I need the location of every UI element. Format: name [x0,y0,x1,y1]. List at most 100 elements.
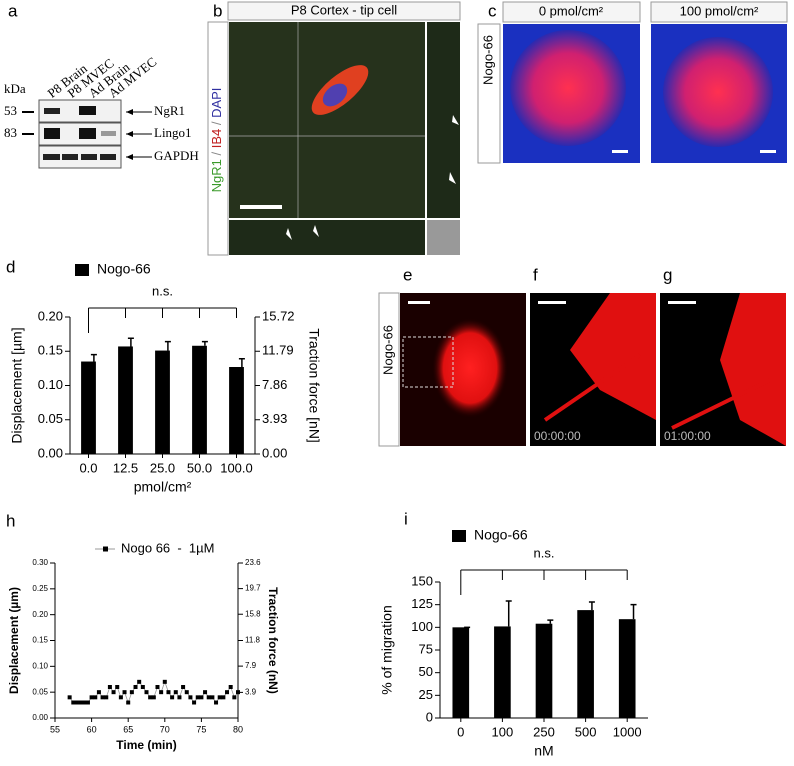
data-point [107,685,112,689]
data-point [140,685,145,689]
marker-label: 83 [4,125,17,140]
x-tick-label: 80 [233,724,243,734]
y-tick-label: 0.00 [38,445,63,460]
annotation: n.s. [152,283,173,298]
y-tick-label: 125 [411,596,433,611]
data-point [118,695,123,700]
data-point [144,690,149,695]
data-point [133,685,138,689]
y-tick-label: 0.10 [32,661,48,670]
stain-label: DAPI [209,88,224,118]
data-point [166,690,171,695]
bar [494,626,511,718]
panel-label: g [663,265,672,284]
error-bar [164,340,171,351]
x-axis-label: Time (min) [116,738,176,752]
data-point [159,690,164,695]
condition-label: 100 pmol/cm² [680,3,759,18]
x-tick-label: 250 [533,724,555,739]
x-tick-label: 1000 [613,724,642,739]
bar [155,350,170,454]
y-tick-label: 0.00 [32,713,48,722]
x-tick-label: 55 [50,724,60,734]
data-point [82,700,87,705]
data-point [100,695,105,700]
x-tick-label: 100 [492,724,514,739]
timestamp: 01:00:00 [664,429,711,443]
y-tick-label: 0.20 [38,308,63,323]
y2-tick-label: 3.9 [245,687,257,696]
data-point [214,700,219,705]
legend-label: Nogo-66 [97,261,151,277]
panel-label: i [404,509,408,528]
marker-label: 53 [4,103,17,118]
y2-tick-label: 7.86 [262,377,287,392]
bar [81,361,96,454]
y2-tick-label: 3.93 [262,411,287,426]
data-point [184,690,189,695]
panel-label: d [6,257,15,276]
timelapse-images: Nogo-66 00:00:00 01:00:00 [378,292,786,447]
y2-tick-label: 19.7 [245,584,261,593]
bar [618,619,636,718]
stain-label: NgR1 [209,159,224,192]
legend-swatch [75,264,89,276]
x-tick-label: 70 [160,724,170,734]
panel-label: a [8,1,18,20]
treatment-label: Nogo-66 [480,35,495,85]
x-tick-label: 65 [123,724,133,734]
x-tick-label: 0.0 [79,460,97,475]
treatment-label: Nogo-66 [380,325,395,375]
y-tick-label: 0.05 [32,687,48,696]
confocal-image: P8 Cortex - tip cell NgR1 / IB4 / DAPI [207,1,461,256]
error-bar [127,337,134,347]
y-tick-label: 25 [419,687,433,702]
data-point [173,690,178,695]
data-point [122,690,127,695]
y2-tick-label: 15.8 [245,609,261,618]
data-point [115,685,120,689]
x-tick-label: 50.0 [187,460,212,475]
data-point [195,695,200,700]
x-tick-label: 0 [457,724,464,739]
data-point [170,695,175,700]
separator: / [209,121,224,125]
error-bar [238,358,245,368]
panel-label: b [213,1,222,20]
bar [452,627,470,718]
x-tick-label: 100.0 [220,460,253,475]
data-point [74,700,79,705]
bar [229,367,244,454]
condition-label: 0 pmol/cm² [539,3,604,18]
y2-tick-label: 15.72 [262,308,295,323]
y-tick-label: 50 [419,664,433,679]
x-tick-label: 500 [575,724,597,739]
data-point [177,695,182,700]
x-axis-label: nM [534,743,553,759]
error-bar [505,600,512,627]
western-blot: kDa 53 83 P8 Brain P8 MVEC Ad Brain Ad M… [4,54,199,169]
significance-bracket [88,307,237,333]
x-tick-label: 60 [87,724,97,734]
y2-axis-label: Traction force (nN) [266,587,280,694]
stain-labels: NgR1 / IB4 / DAPI [209,88,224,193]
error-bar [630,603,637,620]
y2-axis-label: Traction force [nN] [306,328,322,443]
data-point [221,695,226,700]
data-point [129,690,134,695]
y-tick-label: 0.05 [38,411,63,426]
bar [192,345,207,454]
data-point [148,695,153,700]
y-tick-label: 150 [411,573,433,588]
x-tick-label: 12.5 [113,460,138,475]
data-point [228,685,233,689]
y-tick-label: 0.10 [38,377,63,392]
y-tick-label: 0.25 [32,584,48,593]
error-bar [201,340,208,346]
x-axis-label: pmol/cm² [134,479,192,495]
data-point [67,695,72,700]
data-point [236,690,240,695]
unit-label: kDa [4,81,26,96]
x-tick-label: 25.0 [150,460,175,475]
